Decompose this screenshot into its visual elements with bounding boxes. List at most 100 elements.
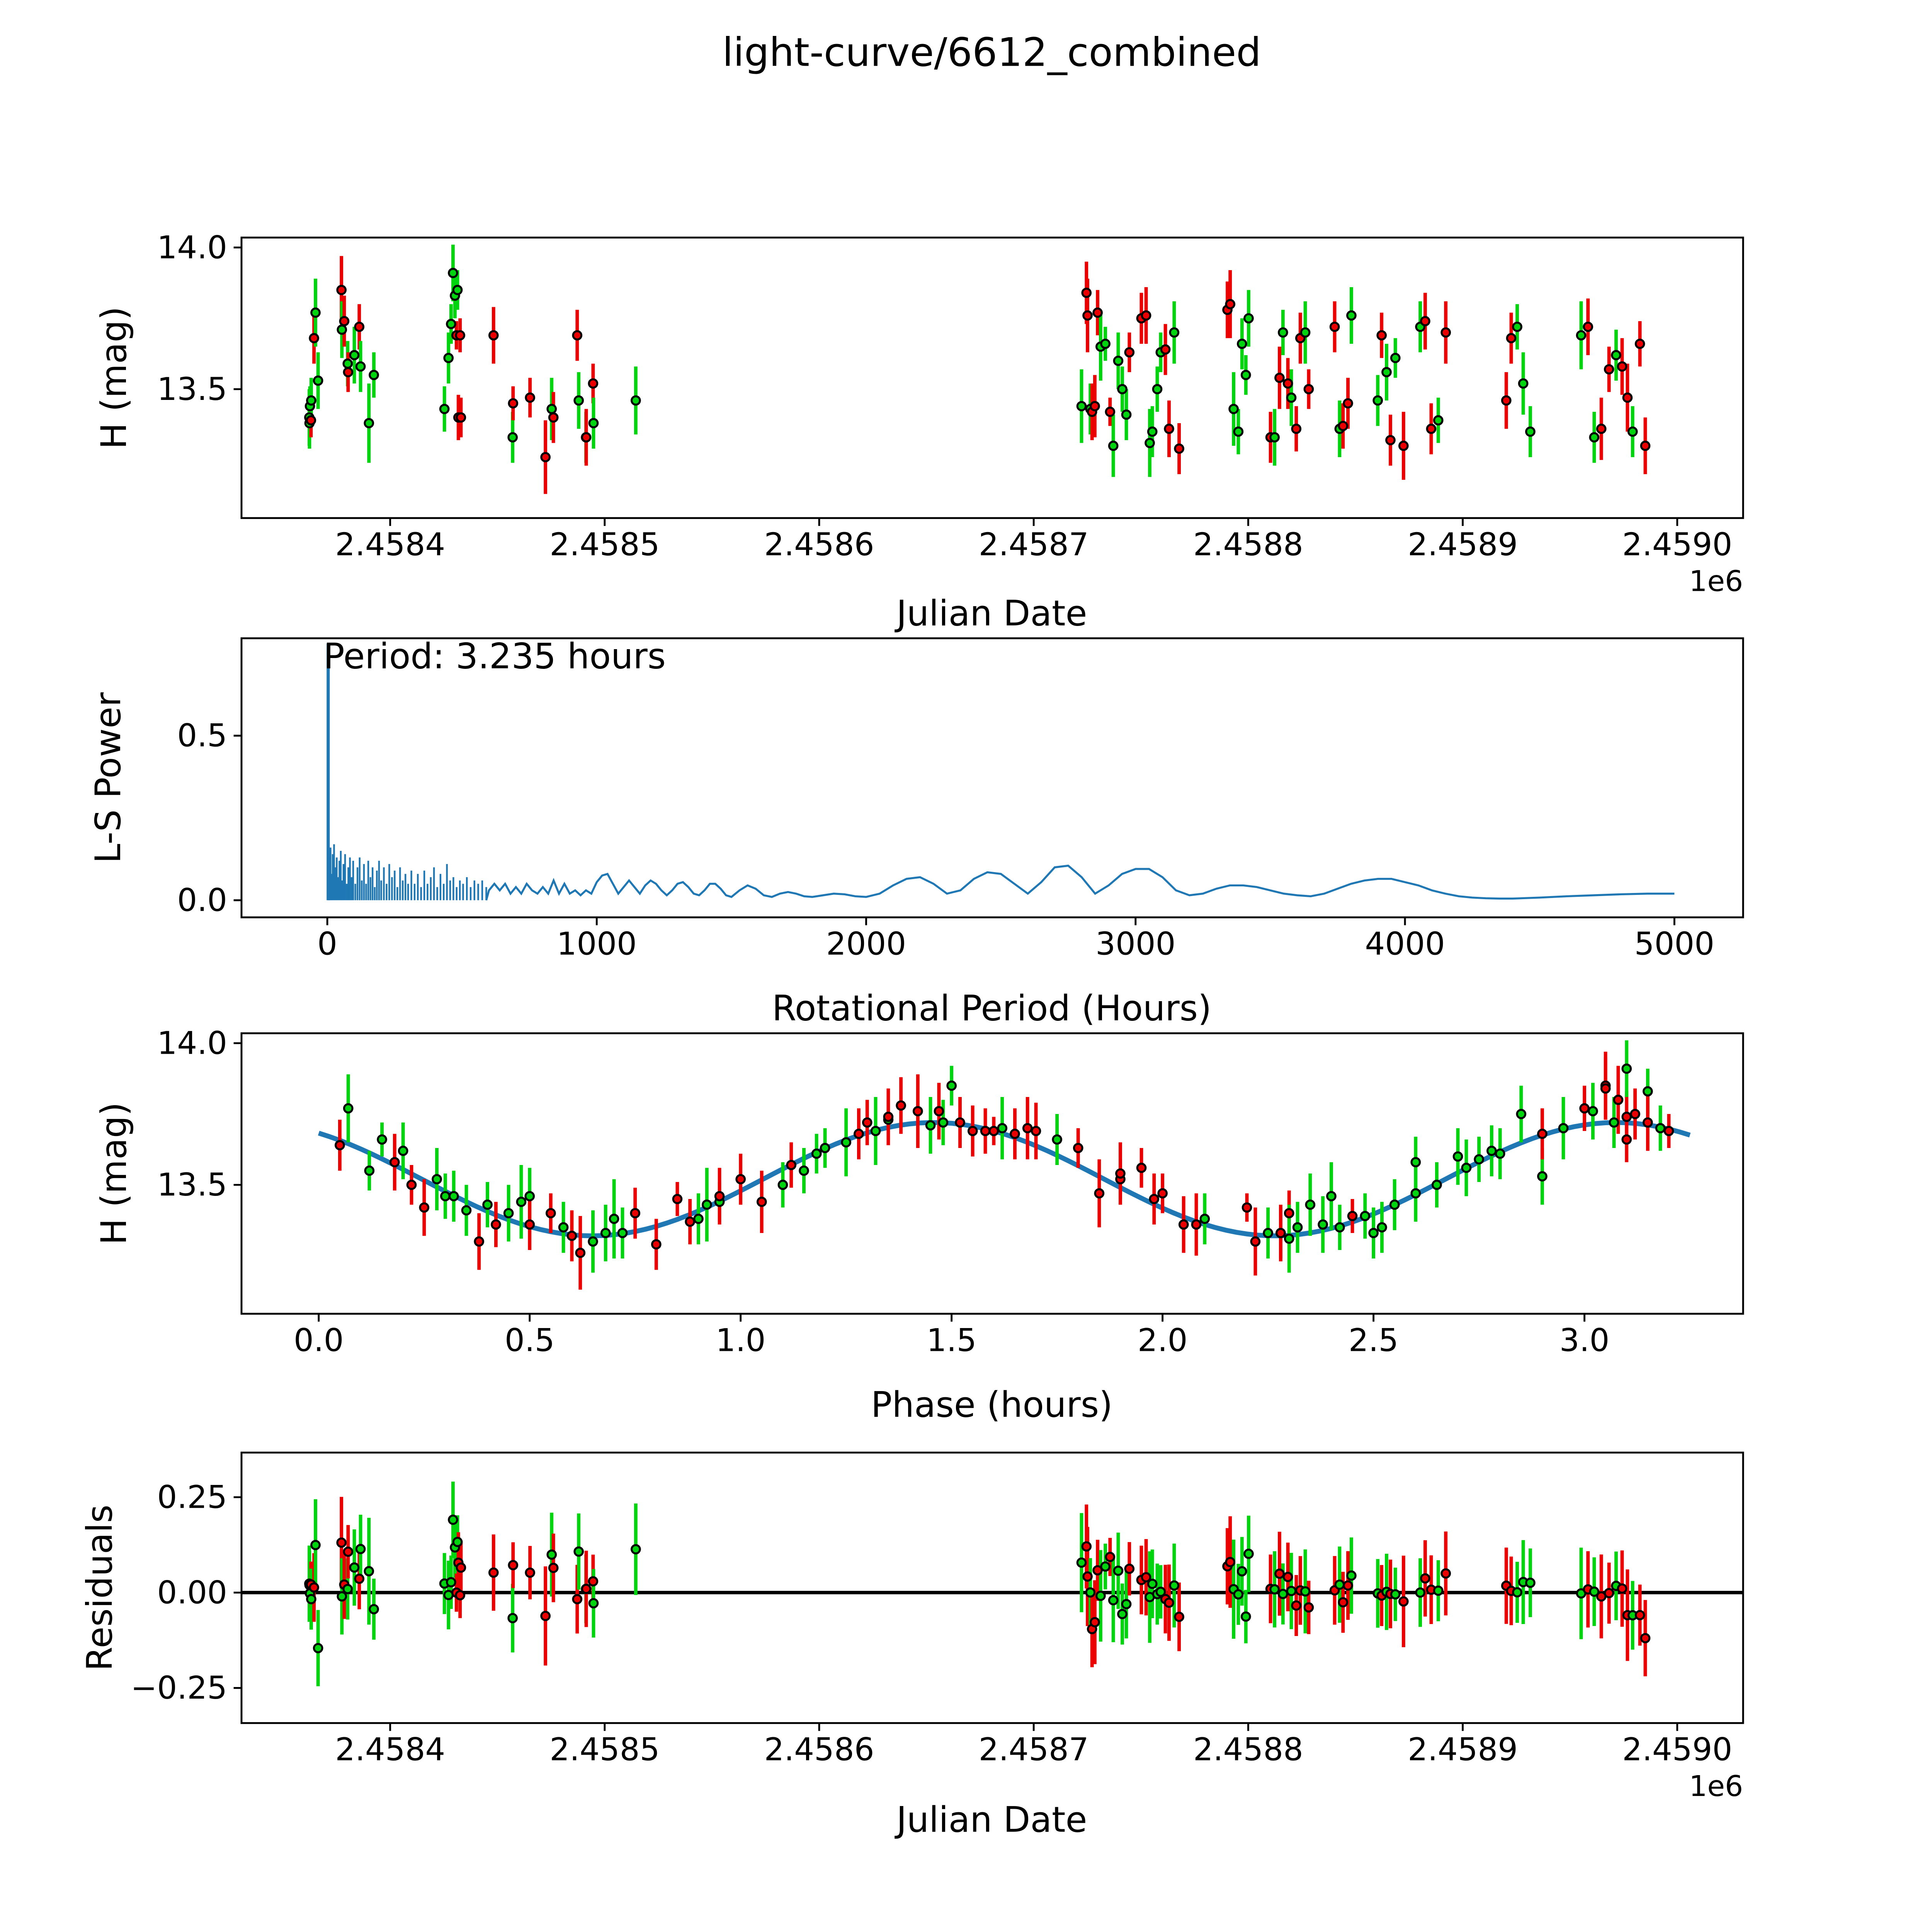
data-point-marker [630,1208,641,1219]
panel-residuals-data [242,1481,1743,1687]
data-point-marker [1640,1633,1651,1643]
data-point-marker [342,358,353,369]
data-point-marker [1329,321,1340,332]
data-point-marker [548,1563,559,1573]
residuals-axis-offset-text: 1e6 [1689,1770,1743,1803]
y-tick-label: 0.25 [157,1479,227,1516]
data-point-marker [1105,406,1116,417]
data-point-marker [1338,1597,1349,1608]
data-point-marker [461,1205,472,1216]
data-point-marker [1282,1571,1293,1582]
data-point-marker [448,1191,459,1202]
data-point-marker [452,285,463,295]
data-point-marker [1420,316,1430,327]
data-point-marker [1334,1579,1345,1590]
data-point-marker [1537,1171,1548,1182]
data-point-marker [572,1594,583,1604]
data-point-marker [546,1549,557,1560]
x-tick-label: 2.4587 [979,526,1089,563]
data-point-marker [1305,1199,1316,1210]
data-point-marker [1390,353,1401,363]
data-point-marker [448,1514,458,1525]
x-tick-label: 2.4584 [335,1731,445,1768]
data-point-marker [1634,338,1645,349]
data-point-marker [883,1112,894,1122]
data-point-marker [432,1174,442,1185]
lightcurve-axis-offset-text: 1e6 [1689,565,1743,598]
data-point-marker [1236,1566,1247,1577]
data-point-marker [524,1191,535,1202]
data-point-marker [862,1117,872,1128]
data-point-marker [1343,398,1353,409]
data-point-marker [1164,1597,1174,1608]
data-point-marker [1655,1123,1666,1134]
x-tick-label: 2.4585 [549,1731,660,1768]
data-point-marker [1286,1586,1297,1596]
data-point-marker [581,1583,592,1594]
data-point-marker [1052,1134,1062,1145]
data-point-marker [588,1576,599,1587]
data-point-marker [1398,1596,1409,1607]
data-point-marker [581,432,592,443]
data-point-marker [1440,327,1451,338]
data-point-marker [1474,1154,1484,1165]
data-point-marker [1236,338,1247,349]
data-point-marker [546,404,557,414]
data-point-marker [558,1222,569,1233]
data-point-marker [1105,1552,1116,1562]
data-point-marker [1622,392,1633,403]
data-point-marker [1347,1211,1358,1221]
x-tick-label: 2.4588 [1193,1731,1303,1768]
data-point-marker [1174,1611,1184,1622]
data-point-marker [811,1148,822,1159]
data-point-marker [1291,1600,1302,1611]
data-point-marker [1495,1148,1505,1159]
data-point-marker [1368,1228,1379,1238]
x-tick-label: 2.5 [1349,1322,1399,1359]
periodogram-ylabel: L-S Power [88,692,129,863]
data-point-marker [1643,1117,1653,1128]
data-point-marker [1286,392,1297,403]
data-point-marker [925,1120,936,1131]
data-point-marker [1092,307,1103,318]
data-point-marker [1225,299,1236,310]
data-point-marker [1155,1587,1166,1597]
x-tick-label: 0.5 [505,1322,555,1359]
data-point-marker [1073,1143,1083,1153]
data-point-marker [1596,423,1607,434]
data-point-marker [1611,350,1621,361]
y-tick-label: 13.5 [157,1167,227,1203]
data-point-marker [1346,1570,1357,1581]
data-point-marker [1108,1595,1119,1605]
data-point-marker [1291,423,1302,434]
data-point-marker [306,395,316,406]
data-point-marker [573,395,584,406]
data-point-marker [1617,1583,1628,1594]
data-point-marker [573,1546,584,1557]
data-point-marker [1390,1589,1401,1600]
data-point-marker [456,1562,466,1573]
data-point-marker [1243,1548,1254,1559]
data-point-marker [1609,1117,1619,1128]
x-tick-label: 2.4587 [979,1731,1089,1768]
data-point-marker [854,1129,864,1139]
data-point-marker [934,1106,944,1117]
data-point-marker [1389,1199,1400,1210]
data-point-marker [1525,426,1536,437]
data-point-marker [1420,1573,1430,1584]
data-point-marker [343,1103,354,1114]
data-point-marker [1506,333,1517,344]
data-point-marker [1274,372,1285,383]
data-point-marker [1589,432,1600,443]
data-point-marker [1634,1610,1645,1621]
data-point-marker [1512,321,1522,332]
data-point-marker [488,330,499,341]
data-point-marker [1010,1129,1020,1139]
data-point-marker [1376,330,1387,341]
data-point-marker [1090,401,1100,412]
periodogram-xlabel: Rotational Period (Hours) [772,988,1212,1029]
data-point-marker [1385,435,1396,446]
data-point-marker [1081,287,1092,298]
data-point-marker [1640,440,1651,451]
data-point-marker [1277,327,1288,338]
